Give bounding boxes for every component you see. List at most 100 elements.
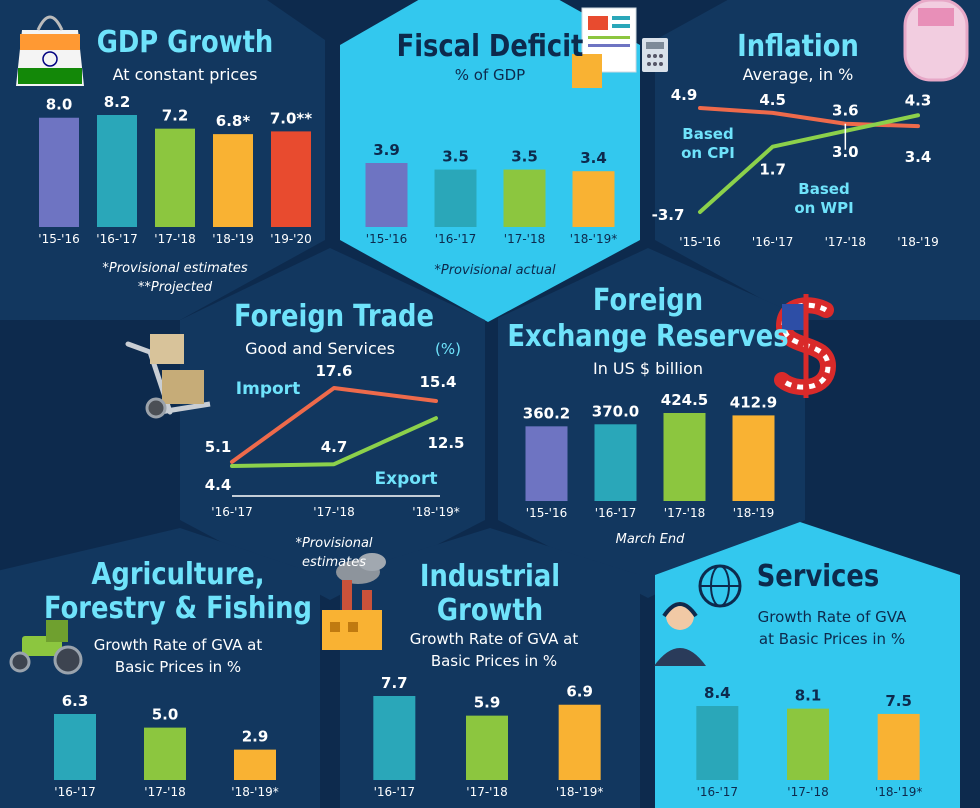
bar-industry-0 bbox=[373, 696, 416, 780]
tick-label-trade-1: '17-'18 bbox=[313, 505, 354, 519]
tick-label-trade-0: '16-'17 bbox=[211, 505, 252, 519]
point-label-inflation-1-1: 1.7 bbox=[759, 161, 786, 179]
value-label-gdp-1: 8.2 bbox=[104, 93, 131, 111]
tick-label-forex-0: '15-'16 bbox=[526, 506, 567, 520]
gdp-note-projected: **Projected bbox=[138, 280, 213, 295]
tick-label-agri-1: '17-'18 bbox=[144, 785, 185, 799]
tick-label-services-0: '16-'17 bbox=[697, 785, 738, 799]
bar-gdp-4 bbox=[271, 131, 311, 227]
point-label-inflation-0-1: 4.5 bbox=[759, 91, 786, 109]
export-legend: Export bbox=[375, 469, 438, 489]
tick-label-gdp-2: '17-'18 bbox=[154, 232, 195, 246]
value-label-forex-0: 360.2 bbox=[523, 404, 570, 422]
bar-forex-0 bbox=[525, 426, 568, 501]
value-label-fiscal-3: 3.4 bbox=[580, 149, 607, 167]
dollar-sign-icon bbox=[774, 294, 837, 398]
industry-title-line2: Growth bbox=[437, 592, 543, 627]
point-label-trade-1-2: 12.5 bbox=[427, 434, 464, 452]
tick-label-fiscal-3: '18-'19* bbox=[570, 232, 617, 246]
point-label-trade-0-2: 15.4 bbox=[419, 373, 456, 391]
line-inflation-1 bbox=[698, 113, 920, 214]
value-label-fiscal-0: 3.9 bbox=[373, 141, 400, 159]
tick-label-inflation-3: '18-'19 bbox=[897, 235, 938, 249]
agri-subtitle-line2: Basic Prices in % bbox=[115, 658, 241, 676]
tick-label-inflation-2: '17-'18 bbox=[825, 235, 866, 249]
bar-gdp-3 bbox=[213, 134, 253, 227]
bar-industry-1 bbox=[466, 715, 508, 780]
tick-label-agri-0: '16-'17 bbox=[54, 785, 95, 799]
industry-subtitle-line1: Growth Rate of GVA at bbox=[410, 630, 579, 648]
cpi-legend-line2: on CPI bbox=[681, 144, 735, 162]
cpi-legend-line1: Based bbox=[682, 125, 733, 143]
import-legend: Import bbox=[236, 379, 300, 399]
bar-fiscal-1 bbox=[434, 169, 477, 227]
bar-services-1 bbox=[787, 708, 829, 780]
forex-panel bbox=[498, 248, 805, 598]
bar-services-0 bbox=[696, 706, 739, 780]
currency-note-icon bbox=[903, 0, 969, 82]
tick-label-industry-2: '18-'19* bbox=[556, 785, 603, 799]
tick-label-gdp-1: '16-'17 bbox=[96, 232, 137, 246]
forex-note: March End bbox=[616, 532, 685, 547]
tractor-icon bbox=[9, 620, 83, 675]
point-label-trade-0-0: 5.1 bbox=[205, 438, 232, 456]
forex-title-line1: Foreign bbox=[593, 282, 703, 317]
tick-label-forex-2: '17-'18 bbox=[664, 506, 705, 520]
tick-label-forex-3: '18-'19 bbox=[733, 506, 774, 520]
point-label-trade-1-0: 4.4 bbox=[205, 476, 232, 494]
value-label-services-2: 7.5 bbox=[885, 692, 912, 710]
services-title: Services bbox=[757, 558, 880, 593]
trade-panel bbox=[180, 248, 485, 600]
value-label-gdp-2: 7.2 bbox=[162, 107, 189, 125]
value-label-industry-0: 7.7 bbox=[381, 674, 408, 692]
point-label-trade-0-1: 17.6 bbox=[315, 362, 352, 380]
value-label-industry-2: 6.9 bbox=[566, 683, 593, 701]
value-label-gdp-4: 7.0** bbox=[270, 109, 312, 127]
value-label-forex-2: 424.5 bbox=[661, 391, 708, 409]
tick-label-gdp-0: '15-'16 bbox=[38, 232, 79, 246]
services-subtitle-line1: Growth Rate of GVA bbox=[758, 608, 907, 626]
value-label-fiscal-1: 3.5 bbox=[442, 148, 469, 166]
line-trade-0 bbox=[230, 386, 438, 464]
bar-gdp-1 bbox=[97, 115, 137, 227]
documents-calculator-icon bbox=[572, 7, 668, 88]
bar-forex-3 bbox=[732, 415, 775, 501]
bar-agri-0 bbox=[54, 714, 96, 780]
point-label-inflation-1-0: -3.7 bbox=[652, 206, 685, 224]
tick-label-trade-2: '18-'19* bbox=[412, 505, 459, 519]
hand-truck-boxes-icon bbox=[125, 334, 211, 419]
value-label-forex-1: 370.0 bbox=[592, 402, 639, 420]
bar-fiscal-0 bbox=[365, 163, 408, 227]
forex-subtitle: In US $ billion bbox=[593, 359, 703, 378]
gdp-subtitle: At constant prices bbox=[113, 65, 258, 84]
bar-agri-1 bbox=[144, 727, 186, 780]
trade-title: Foreign Trade bbox=[234, 298, 434, 333]
support-headset-icon bbox=[654, 564, 742, 666]
agri-title-line1: Agriculture, bbox=[91, 556, 264, 591]
tick-label-fiscal-1: '16-'17 bbox=[435, 232, 476, 246]
fiscal-note: *Provisional actual bbox=[434, 263, 556, 278]
bar-industry-2 bbox=[558, 704, 601, 780]
tick-label-gdp-3: '18-'19 bbox=[212, 232, 253, 246]
agri-subtitle-line1: Growth Rate of GVA at bbox=[94, 636, 263, 654]
trade-note-line1: *Provisional bbox=[295, 536, 372, 551]
gdp-note-provisional: *Provisional estimates bbox=[102, 261, 247, 276]
trade-subtitle: Good and Services bbox=[245, 339, 395, 358]
industry-subtitle-line2: Basic Prices in % bbox=[431, 652, 557, 670]
tick-label-forex-1: '16-'17 bbox=[595, 506, 636, 520]
bar-agri-2 bbox=[234, 749, 276, 780]
tick-label-services-2: '18-'19* bbox=[875, 785, 922, 799]
wpi-legend-line1: Based bbox=[798, 180, 849, 198]
point-label-inflation-1-3: 4.3 bbox=[905, 91, 932, 109]
bar-fiscal-2 bbox=[503, 169, 546, 227]
point-label-inflation-0-2: 3.6 bbox=[832, 102, 859, 120]
tick-label-fiscal-0: '15-'16 bbox=[366, 232, 407, 246]
inflation-panel bbox=[655, 0, 980, 320]
bar-forex-1 bbox=[594, 424, 637, 501]
value-label-gdp-0: 8.0 bbox=[46, 96, 73, 114]
fiscal-subtitle: % of GDP bbox=[455, 66, 525, 84]
trade-note-line2: estimates bbox=[302, 555, 366, 570]
point-label-inflation-1-2: 3.0 bbox=[832, 143, 859, 161]
tick-label-agri-2: '18-'19* bbox=[231, 785, 278, 799]
value-label-agri-2: 2.9 bbox=[242, 728, 269, 746]
